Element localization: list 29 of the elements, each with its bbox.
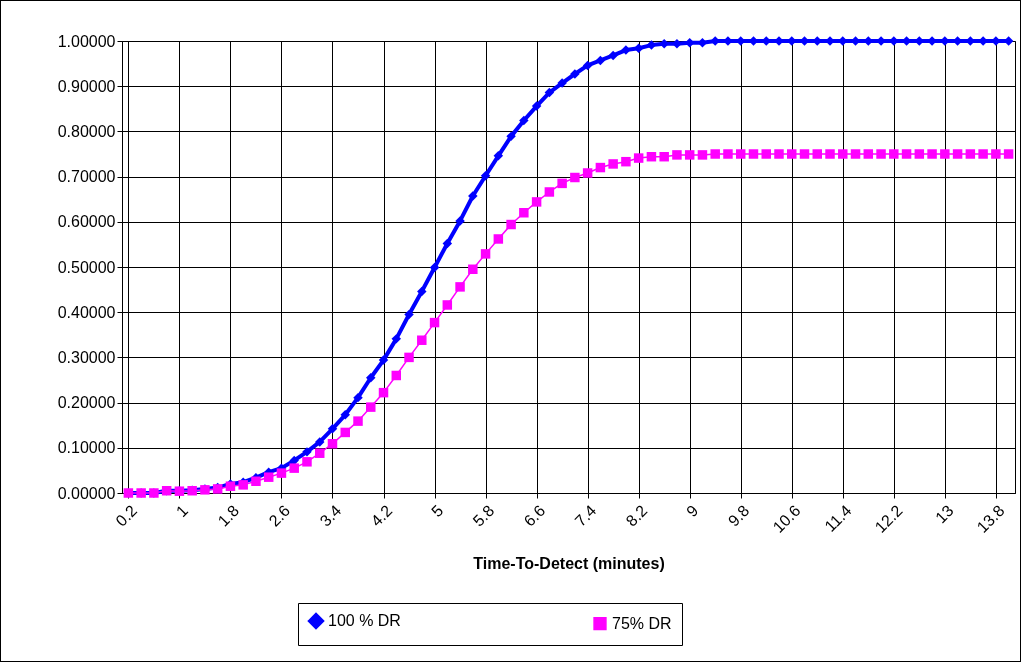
y-tick-label: 0.30000 — [57, 348, 116, 366]
legend-label: 75% DR — [612, 614, 672, 632]
legend-label: 100 % DR — [328, 612, 401, 630]
x-tick-label: 13 — [932, 501, 957, 527]
x-tick-label: 3.4 — [316, 501, 345, 530]
y-tick-label: 0.70000 — [57, 168, 116, 186]
x-tick-label: 7.4 — [571, 501, 600, 530]
x-axis-title: Time-To-Detect (minutes) — [473, 554, 665, 572]
x-tick-label: 0.2 — [112, 501, 141, 530]
y-tick-label: 0.10000 — [57, 439, 116, 457]
y-tick-label: 0.20000 — [57, 394, 116, 412]
x-tick-label: 8.2 — [622, 501, 651, 530]
y-tick-label: 0.40000 — [57, 303, 116, 321]
x-tick-label: 6.6 — [520, 501, 549, 530]
x-tick-label: 5 — [428, 501, 447, 521]
x-tick-label: 11.4 — [821, 501, 855, 535]
x-tick-label: 9.8 — [724, 501, 753, 530]
x-tick-label: 1 — [172, 501, 192, 521]
y-tick-label: 0.60000 — [57, 213, 116, 231]
y-tick-label: 0.90000 — [57, 77, 116, 95]
y-tick-label: 1.00000 — [57, 32, 116, 50]
x-tick-label: 2.6 — [265, 501, 294, 530]
y-tick-label: 0.80000 — [57, 122, 116, 140]
x-tick-label: 9 — [683, 501, 702, 521]
y-tick-label: 0.00000 — [57, 484, 116, 502]
x-tick-label: 4.2 — [367, 501, 396, 530]
x-tick-label: 1.8 — [214, 501, 243, 530]
x-tick-label: 5.8 — [469, 501, 498, 530]
y-tick-label: 0.50000 — [57, 258, 116, 276]
